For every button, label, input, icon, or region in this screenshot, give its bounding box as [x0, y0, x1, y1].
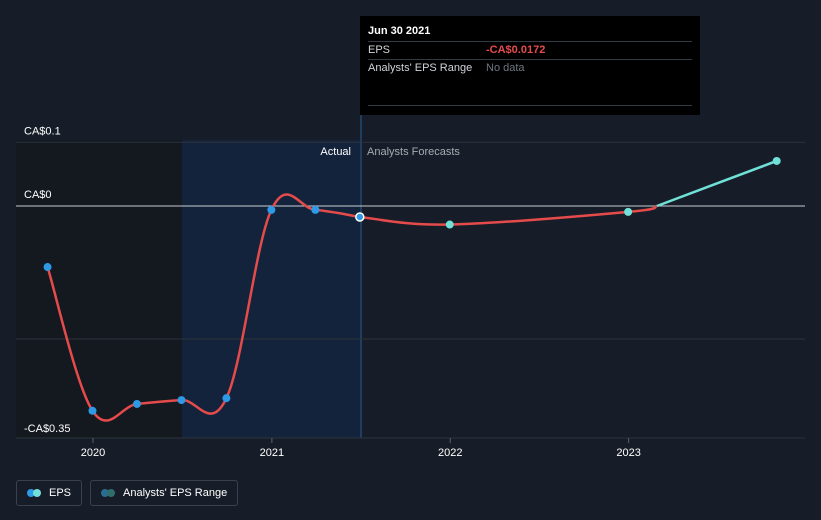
data-points: [43, 156, 781, 415]
eps-point[interactable]: [222, 394, 231, 403]
x-tick-label: 2021: [260, 447, 284, 459]
tooltip-date: Jun 30 2021: [368, 25, 431, 37]
axis-labels: CA$0.1 CA$0 -CA$0.35 2020 2021 2022 2023: [24, 125, 641, 459]
eps-legend-dot-forecast: [33, 489, 41, 497]
tooltip-range-key: Analysts' EPS Range: [368, 62, 473, 74]
legend-eps-button[interactable]: EPS: [16, 480, 83, 506]
x-tick-label: 2020: [81, 447, 105, 459]
tooltip-row-eps: EPS -CA$0.0172: [368, 41, 692, 59]
eps-legend-dot-past: [27, 489, 35, 497]
tooltip: Jun 30 2021 EPS -CA$0.0172 Analysts' EPS…: [360, 16, 700, 115]
eps-point[interactable]: [88, 406, 97, 415]
eps-legend-icon: [27, 489, 41, 497]
range-legend-icon: [101, 489, 116, 497]
eps-forecast-positive-line: [656, 159, 778, 208]
tooltip-range-value: No data: [486, 62, 525, 74]
eps-forecast-point[interactable]: [772, 156, 781, 165]
eps-forecast-point[interactable]: [445, 220, 454, 229]
range-legend-dot-forecast: [107, 489, 116, 497]
eps-point[interactable]: [267, 205, 276, 214]
legend-range-button[interactable]: Analysts' EPS Range: [90, 480, 239, 506]
tooltip-divider: [368, 105, 692, 106]
eps-point[interactable]: [311, 205, 320, 214]
y-tick-label: CA$0: [24, 189, 52, 201]
y-tick-label: -CA$0.35: [24, 423, 70, 435]
eps-point[interactable]: [43, 263, 52, 272]
eps-forecast-line: [359, 204, 658, 226]
grid-lines: [16, 141, 805, 443]
tooltip-row-range: Analysts' EPS Range No data: [368, 59, 692, 77]
legend: EPS Analysts' EPS Range: [16, 480, 239, 506]
y-tick-label: CA$0.1: [24, 125, 61, 137]
legend-range-label: Analysts' EPS Range: [123, 487, 228, 499]
legend-eps-label: EPS: [49, 487, 72, 499]
x-tick-label: 2023: [616, 447, 640, 459]
past-shaded-region: [16, 140, 182, 438]
eps-point-highlighted[interactable]: [355, 212, 365, 222]
eps-chart: CA$0.1 CA$0 -CA$0.35 2020 2021 2022 2023 Actua…: [16, 17, 805, 459]
range-legend-dot-past: [101, 489, 110, 497]
x-tick-label: 2022: [438, 447, 462, 459]
eps-point[interactable]: [177, 396, 186, 405]
actual-section-label: Actual: [320, 146, 351, 158]
eps-point[interactable]: [132, 399, 141, 408]
highlight-region: [182, 140, 361, 438]
forecast-section-label: Analysts Forecasts: [367, 146, 460, 158]
eps-forecast-point[interactable]: [624, 207, 633, 216]
tooltip-eps-key: EPS: [368, 44, 391, 56]
tooltip-eps-value: -CA$0.0172: [486, 44, 546, 56]
